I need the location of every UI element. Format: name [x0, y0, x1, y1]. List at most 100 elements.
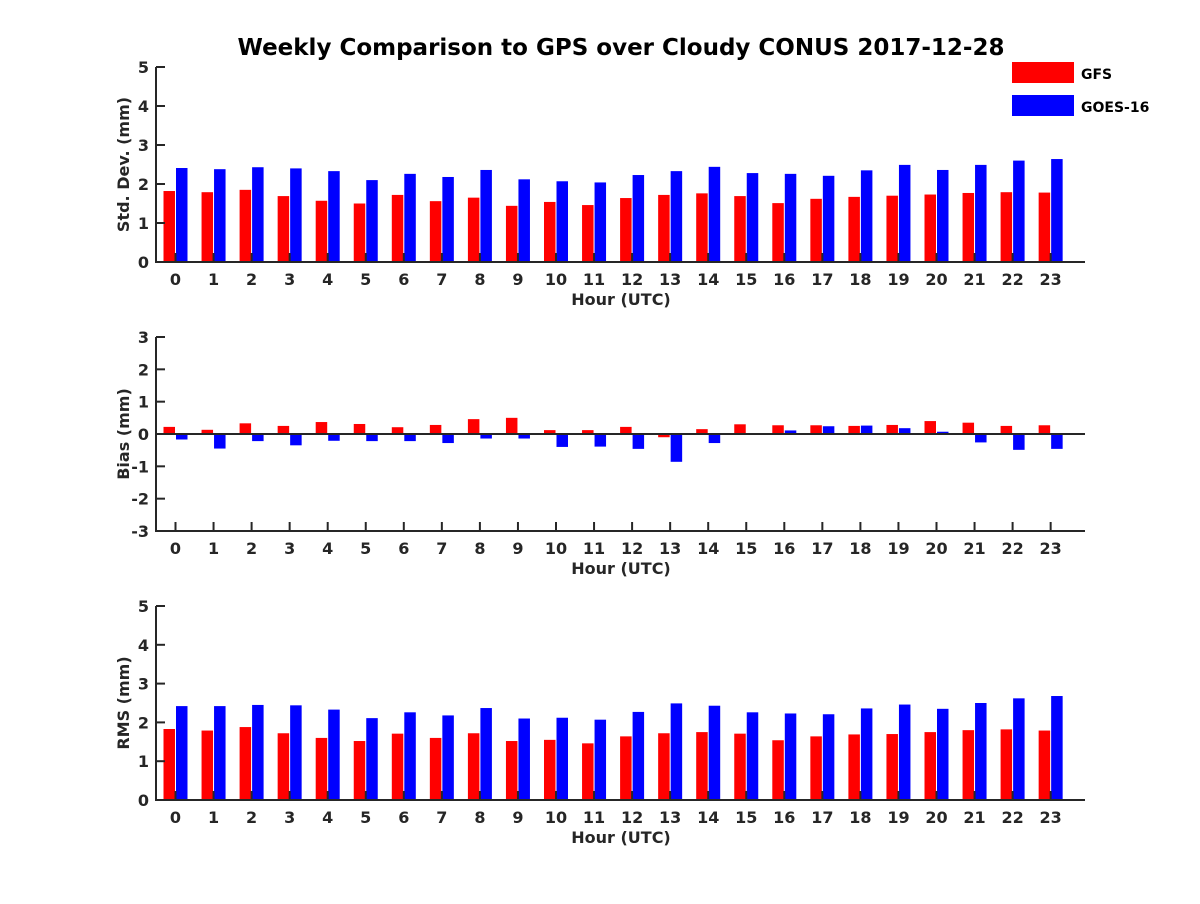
panel-3-bar-gfs-2: [239, 727, 252, 800]
panel-3-bar-goes-16-9: [518, 718, 530, 800]
panel-3-bar-gfs-9: [505, 741, 518, 800]
panel-2-bar-gfs-10: [544, 430, 556, 434]
panel-3-bar-gfs-10: [544, 739, 556, 800]
panel-2-xtick-label: 8: [474, 539, 485, 558]
panel-2-bar-goes-16-2: [252, 434, 264, 442]
panel-3-bar-gfs-5: [353, 741, 366, 800]
panel-2-bar-goes-16-1: [214, 434, 226, 449]
panel-3-xtick-label: 19: [887, 808, 909, 827]
panel-3-bar-goes-16-4: [328, 709, 340, 800]
panel-1-bar-gfs-20: [924, 194, 936, 262]
panel-3-ytick-label: 4: [138, 636, 149, 655]
panel-2-xtick-label: 19: [887, 539, 909, 558]
panel-3-bar-goes-16-1: [214, 706, 226, 800]
panel-2-bar-goes-16-11: [594, 434, 607, 447]
panel-2-bar-gfs-1: [201, 429, 214, 434]
panel-2-xtick-label: 22: [1001, 539, 1023, 558]
panel-3-xtick-label: 6: [398, 808, 409, 827]
panel-2-bar-gfs-8: [467, 419, 480, 434]
panel-3-xtick-label: 3: [284, 808, 295, 827]
panel-2-bar-goes-16-18: [860, 425, 873, 434]
panel-1-bar-goes-16-1: [214, 169, 226, 262]
panel-1-xtick-label: 3: [284, 270, 295, 289]
panel-2-bar-gfs-5: [353, 423, 366, 434]
panel-2-ytick-label: 0: [138, 425, 149, 444]
panel-1-xtick-label: 16: [773, 270, 795, 289]
panel-3-xtick-label: 13: [659, 808, 681, 827]
panel-3-bar-gfs-16: [772, 740, 784, 800]
panel-3-bar-gfs-4: [315, 737, 328, 800]
panel-2-xtick-label: 6: [398, 539, 409, 558]
panel-1-bar-gfs-15: [734, 196, 746, 262]
panel-1-bar-goes-16-19: [898, 164, 911, 262]
panel-2-bar-gfs-11: [582, 430, 594, 434]
panel-2-bar-gfs-6: [391, 427, 404, 434]
panel-3-xtick-label: 5: [360, 808, 371, 827]
panel-2-bar-goes-16-21: [975, 434, 987, 443]
panel-1-bar-goes-16-18: [860, 170, 873, 262]
panel-3-bar-gfs-23: [1038, 730, 1051, 800]
panel-3-bar-goes-16-19: [898, 704, 911, 800]
panel-1-bar-gfs-14: [696, 193, 708, 262]
panel-1-bar-gfs-3: [277, 196, 290, 262]
panel-1-bar-gfs-11: [582, 205, 594, 262]
panel-1-bar-goes-16-16: [784, 173, 797, 262]
panel-1-bar-goes-16-20: [937, 169, 949, 262]
legend-swatch-gfs: [1012, 62, 1074, 83]
panel-3-ylabel: RMS (mm): [114, 656, 133, 749]
panel-3-xtick-label: 2: [246, 808, 257, 827]
panel-2-xtick-label: 11: [583, 539, 605, 558]
panel-1-xtick-label: 15: [735, 270, 757, 289]
chart-title: Weekly Comparison to GPS over Cloudy CON…: [238, 35, 1005, 61]
panel-1-xtick-label: 1: [208, 270, 219, 289]
panel-2-xlabel: Hour (UTC): [571, 559, 671, 578]
panel-1-bar-goes-16-5: [366, 180, 378, 262]
panel-2-xtick-label: 21: [963, 539, 985, 558]
panel-2-bar-gfs-14: [696, 429, 708, 434]
panel-1-xtick-label: 7: [436, 270, 447, 289]
panel-3-xtick-label: 0: [170, 808, 181, 827]
panel-1-ytick-label: 3: [138, 136, 149, 155]
panel-3-xtick-label: 9: [512, 808, 523, 827]
panel-2-bar-gfs-17: [810, 425, 822, 434]
panel-1-bar-gfs-23: [1038, 192, 1051, 262]
panel-3-xtick-label: 23: [1040, 808, 1062, 827]
panel-2-bar-goes-16-0: [176, 434, 188, 440]
panel-1-bar-gfs-18: [848, 196, 860, 262]
panel-2-xtick-label: 1: [208, 539, 219, 558]
panel-1-xtick-label: 12: [621, 270, 643, 289]
panel-1-bar-goes-16-10: [556, 181, 568, 262]
panel-3-xtick-label: 16: [773, 808, 795, 827]
panel-3-xtick-label: 20: [925, 808, 947, 827]
panel-3-bar-goes-16-14: [708, 705, 721, 800]
panel-3-xtick-label: 7: [436, 808, 447, 827]
panel-1-bar-gfs-8: [467, 197, 480, 262]
panel-3-xtick-label: 10: [545, 808, 567, 827]
panel-2-bar-goes-16-9: [518, 434, 530, 439]
panel-1-bar-gfs-5: [353, 203, 366, 262]
panel-2-xtick-label: 5: [360, 539, 371, 558]
panel-3-bar-goes-16-23: [1051, 696, 1063, 800]
panel-3-bar-goes-16-22: [1013, 698, 1025, 800]
legend-swatch-goes16: [1012, 95, 1074, 116]
panel-1-bar-gfs-21: [962, 192, 975, 262]
panel-1-xtick-label: 10: [545, 270, 567, 289]
panel-3-bar-gfs-21: [962, 730, 975, 800]
panel-2-bar-goes-16-3: [290, 434, 302, 446]
panel-1-bar-goes-16-13: [670, 171, 683, 262]
panel-2-ytick-label: -2: [131, 490, 149, 509]
panel-2-bar-goes-16-14: [708, 434, 721, 444]
panel-2-ylabel: Bias (mm): [114, 388, 133, 480]
panel-3-bar-gfs-6: [391, 733, 404, 800]
panel-2-bar-gfs-7: [429, 424, 442, 434]
panel-1-bar-gfs-7: [429, 201, 442, 262]
panel-1-xtick-label: 5: [360, 270, 371, 289]
panel-3-bar-goes-16-21: [975, 703, 987, 800]
panel-2-bar-gfs-18: [848, 425, 860, 434]
panel-3-bar-goes-16-20: [937, 708, 949, 800]
panel-1-bar-gfs-10: [544, 201, 556, 262]
panel-1-xtick-label: 14: [697, 270, 719, 289]
panel-1-bar-gfs-0: [163, 191, 175, 262]
